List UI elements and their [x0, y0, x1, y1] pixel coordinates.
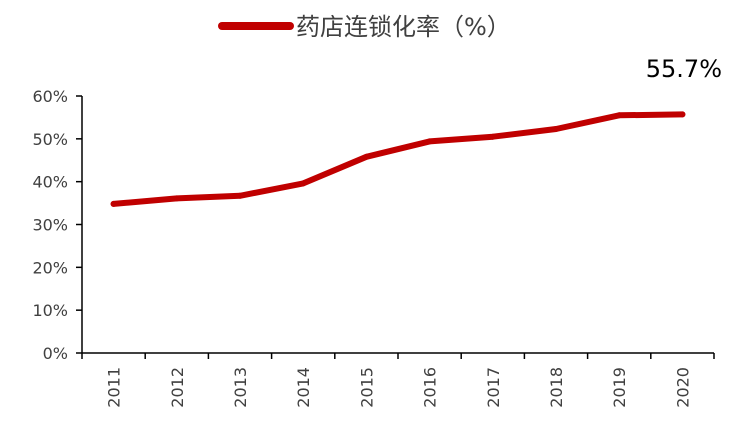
data-point [110, 200, 117, 207]
x-tick-label: 2014 [294, 367, 313, 408]
y-tick-label: 20% [32, 258, 68, 277]
data-point [237, 192, 243, 199]
x-axis: 2011 2012 2013 2014 2015 2016 2017 2018 2019 2020 [81, 352, 715, 408]
x-tick-label: 2013 [231, 367, 250, 408]
x-tick-label: 2012 [168, 367, 187, 408]
x-tick-label: 2019 [610, 367, 629, 408]
y-tick-label: 30% [32, 216, 68, 235]
x-tick-label: 2015 [357, 367, 376, 408]
y-axis: 0% 10% 20% 30% 40% 50% 60% [32, 87, 83, 363]
legend-label: 药店连锁化率（%） [296, 13, 511, 41]
y-tick-label: 40% [32, 173, 68, 192]
data-point [300, 180, 307, 187]
data-point [426, 138, 433, 145]
x-tick-label: 2016 [421, 367, 440, 408]
y-tick-label: 50% [32, 130, 68, 149]
y-tick-label: 10% [32, 301, 68, 320]
x-tick-label: 2020 [673, 367, 692, 408]
series-group [110, 111, 686, 207]
legend: 药店连锁化率（%） [218, 13, 511, 41]
data-point [173, 195, 180, 202]
y-tick-label: 0% [43, 344, 68, 363]
x-tick-label: 2018 [547, 367, 566, 408]
data-point [679, 111, 686, 118]
data-point [553, 126, 559, 132]
data-point [363, 153, 370, 160]
y-tick-label: 60% [32, 87, 68, 106]
series-line [110, 111, 686, 207]
data-point [489, 133, 496, 140]
x-tick-label: 2011 [105, 367, 124, 408]
x-tick-label: 2017 [484, 367, 503, 408]
data-point [616, 112, 623, 119]
data-label-2020: 55.7% [646, 55, 722, 83]
